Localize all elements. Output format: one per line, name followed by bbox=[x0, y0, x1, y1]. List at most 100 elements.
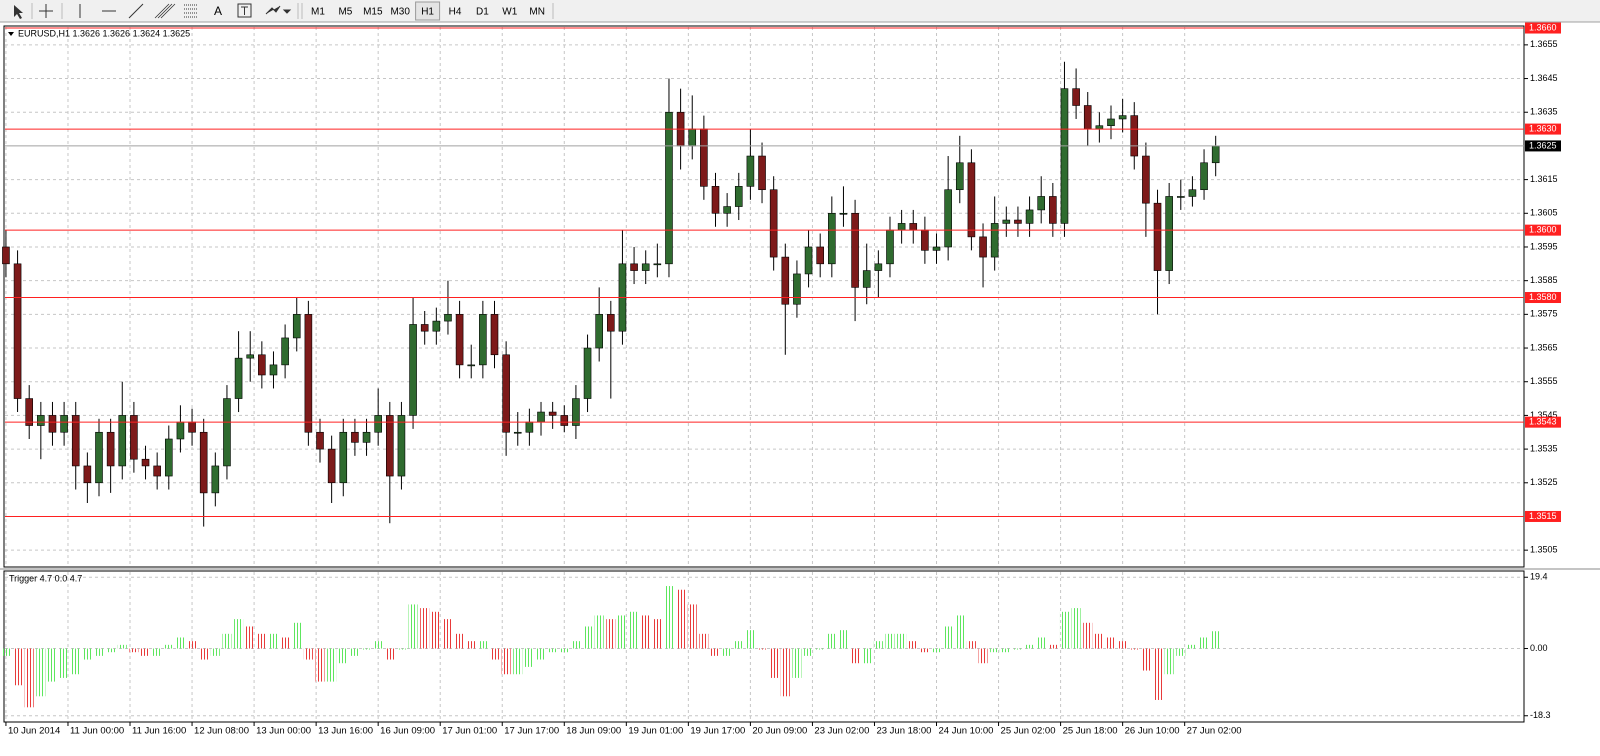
histogram-bar bbox=[711, 648, 721, 656]
x-tick-label: 19 Jun 17:00 bbox=[690, 726, 745, 737]
candle-body bbox=[25, 398, 34, 426]
y-tick-label: -18.3 bbox=[1530, 710, 1551, 720]
histogram-bar bbox=[920, 648, 930, 653]
candle-body bbox=[479, 314, 487, 366]
timeframe-button[interactable]: M30 bbox=[390, 7, 410, 18]
histogram-bar bbox=[583, 626, 593, 649]
histogram-bar bbox=[501, 648, 511, 675]
y-tick-label: 1.3655 bbox=[1530, 39, 1558, 49]
candle-body bbox=[48, 415, 57, 433]
histogram-bar bbox=[629, 611, 639, 649]
histogram-bar bbox=[1025, 644, 1035, 649]
candle-body bbox=[862, 270, 871, 288]
candle-body bbox=[851, 212, 859, 288]
timeframe-button[interactable]: M15 bbox=[363, 7, 383, 18]
histogram-bar bbox=[1176, 648, 1186, 656]
candle-body bbox=[60, 415, 68, 433]
candle-body bbox=[932, 246, 941, 251]
histogram-bar bbox=[350, 648, 360, 656]
cursor-tool[interactable] bbox=[14, 5, 23, 19]
candle-body bbox=[548, 411, 557, 416]
x-tick-label: 17 Jun 17:00 bbox=[504, 726, 559, 737]
x-tick-label: 19 Jun 01:00 bbox=[628, 726, 683, 737]
histogram-bar bbox=[164, 644, 174, 649]
candle-body bbox=[153, 465, 161, 477]
candle-body bbox=[292, 314, 301, 339]
level-label: 1.3543 bbox=[1529, 417, 1557, 427]
histogram-bar bbox=[385, 648, 395, 660]
trendline-tool[interactable] bbox=[128, 3, 144, 19]
candle-body bbox=[304, 314, 313, 433]
x-tick-label: 23 Jun 02:00 bbox=[814, 726, 869, 737]
candle-body bbox=[2, 246, 10, 265]
timeframe-button[interactable]: H1 bbox=[421, 7, 434, 18]
price-panel bbox=[3, 25, 1525, 568]
histogram-bar bbox=[1059, 611, 1069, 649]
candle-body bbox=[502, 354, 510, 433]
histogram-bar bbox=[466, 641, 476, 649]
histogram-bar bbox=[362, 648, 372, 650]
chart-menu-arrow[interactable] bbox=[8, 32, 14, 36]
histogram-bar bbox=[47, 648, 57, 682]
histogram-bar bbox=[431, 611, 441, 649]
candle-body bbox=[339, 431, 348, 484]
histogram-bar bbox=[129, 648, 139, 653]
timeframe-active bbox=[415, 1, 441, 21]
y-tick-label: 1.3535 bbox=[1530, 443, 1558, 453]
candle-body bbox=[816, 246, 824, 265]
histogram-bar bbox=[769, 648, 779, 678]
histogram-bar bbox=[280, 637, 290, 649]
level-label: 1.3580 bbox=[1529, 292, 1557, 302]
timeframe-button[interactable]: W1 bbox=[502, 7, 517, 18]
candle-body bbox=[793, 273, 801, 305]
y-tick-label: 1.3595 bbox=[1530, 241, 1558, 251]
candle-body bbox=[223, 398, 231, 467]
histogram-bar bbox=[489, 648, 499, 660]
x-tick-label: 17 Jun 01:00 bbox=[442, 726, 497, 737]
candle-body bbox=[1072, 88, 1080, 106]
level-label: 1.3630 bbox=[1529, 123, 1557, 133]
timeframe-button[interactable]: H4 bbox=[449, 7, 462, 18]
candle-body bbox=[455, 314, 464, 366]
histogram-bar bbox=[1106, 637, 1116, 649]
histogram-bar bbox=[141, 648, 151, 656]
channel-tool[interactable] bbox=[154, 3, 176, 19]
crosshair-tool[interactable] bbox=[39, 4, 53, 18]
y-tick-label: 1.3635 bbox=[1530, 107, 1558, 117]
candle-body bbox=[188, 421, 196, 433]
x-tick-label: 25 Jun 02:00 bbox=[1001, 726, 1056, 737]
histogram-bar bbox=[850, 648, 860, 664]
candle-body bbox=[1014, 219, 1022, 224]
arrows-tool[interactable] bbox=[265, 5, 292, 15]
timeframe-button[interactable]: MN bbox=[529, 7, 545, 18]
histogram-bar bbox=[559, 648, 569, 653]
timeframe-button[interactable]: M5 bbox=[338, 7, 352, 18]
candle-body bbox=[1060, 88, 1069, 224]
candle-body bbox=[607, 314, 615, 332]
histogram-bar bbox=[990, 648, 1000, 653]
timeframe-button[interactable]: M1 bbox=[311, 7, 325, 18]
y-tick-label: 1.3505 bbox=[1530, 545, 1558, 555]
histogram-bar bbox=[745, 630, 755, 649]
toolbar-bg bbox=[0, 0, 1600, 22]
y-tick-label: 1.3545 bbox=[1530, 410, 1558, 420]
candle-body bbox=[595, 314, 603, 349]
candle-body bbox=[386, 415, 394, 477]
histogram-bar bbox=[1211, 631, 1221, 649]
y-tick-label: 0.00 bbox=[1530, 643, 1548, 653]
histogram-bar bbox=[897, 633, 907, 649]
level-label-bg bbox=[1525, 22, 1561, 34]
histogram-bar bbox=[1153, 648, 1163, 700]
histogram-bar bbox=[722, 648, 732, 656]
candle-body bbox=[13, 263, 22, 399]
timeframe-button[interactable]: D1 bbox=[476, 7, 489, 18]
histogram-bar bbox=[1071, 608, 1081, 649]
candle-body bbox=[1165, 196, 1173, 271]
histogram-bar bbox=[1048, 644, 1058, 649]
histogram-bar bbox=[396, 648, 406, 650]
label-tool[interactable] bbox=[237, 3, 252, 18]
text-tool[interactable]: A bbox=[214, 4, 222, 18]
fibo-tool[interactable] bbox=[184, 4, 198, 18]
level-label-bg bbox=[1525, 510, 1561, 522]
